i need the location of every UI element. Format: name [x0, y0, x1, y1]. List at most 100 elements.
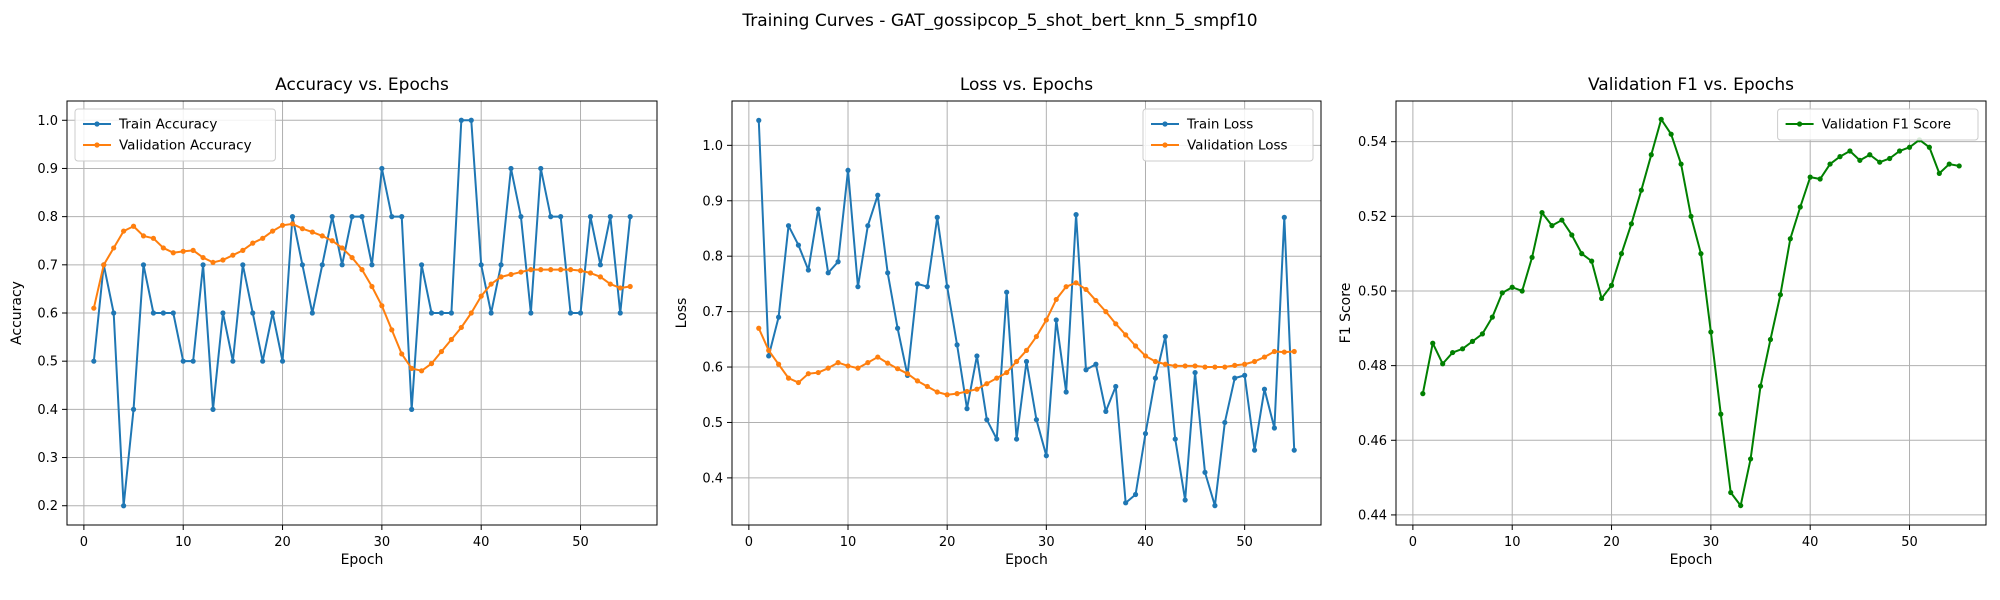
data-point: [260, 235, 266, 241]
data-point: [418, 262, 425, 268]
chart-title: Validation F1 vs. Epochs: [1588, 75, 1794, 95]
data-point: [250, 240, 256, 246]
data-point: [1242, 361, 1248, 367]
data-point: [230, 252, 236, 258]
data-point: [577, 310, 584, 316]
data-point: [210, 406, 216, 412]
y-tick-label: 0.9: [702, 194, 723, 209]
x-tick-label: 20: [274, 535, 291, 550]
data-point: [934, 389, 940, 395]
data-point: [339, 245, 345, 251]
data-point: [1023, 358, 1030, 365]
data-point: [498, 262, 504, 268]
x-tick-label: 0: [745, 535, 753, 550]
data-point: [1132, 343, 1139, 349]
y-axis-label: Loss: [674, 298, 690, 329]
data-point: [766, 353, 772, 359]
data-point: [885, 270, 891, 276]
data-point: [1440, 361, 1446, 367]
data-point: [1182, 497, 1188, 503]
data-point: [894, 325, 901, 331]
data-point: [1549, 223, 1555, 229]
y-tick-label: 0.7: [702, 305, 723, 320]
series-line-0: [757, 120, 1296, 507]
x-tick-label: 50: [1236, 535, 1253, 550]
data-point: [1450, 349, 1456, 356]
legend-swatch-marker: [1162, 142, 1168, 148]
data-point: [875, 192, 881, 198]
data-point: [1212, 364, 1218, 370]
data-point: [994, 375, 1000, 381]
legend-label: Validation Accuracy: [119, 138, 252, 154]
data-point: [944, 392, 950, 398]
data-point: [160, 245, 166, 251]
data-point: [756, 117, 762, 123]
data-point: [329, 238, 335, 244]
data-point: [1599, 295, 1605, 302]
data-point: [220, 257, 226, 263]
data-point: [1738, 502, 1744, 509]
data-point: [795, 379, 802, 386]
x-tick-label: 20: [939, 535, 956, 550]
data-point: [1648, 152, 1654, 158]
chart-panel-1: 0 10 20 30 40 50 0.4 0.5 0.6 0.7 0.8 0.9 1.0 Loss vs.…: [674, 75, 1322, 568]
data-point: [1956, 163, 1962, 169]
y-tick-label: 0.8: [37, 210, 58, 225]
data-point: [250, 310, 256, 316]
data-point: [1807, 174, 1813, 180]
data-point: [508, 271, 514, 278]
data-point: [359, 267, 365, 273]
data-point: [548, 214, 554, 220]
y-tick-label: 0.46: [1358, 434, 1387, 449]
data-point: [954, 342, 960, 348]
y-tick-label: 0.4: [702, 471, 723, 486]
data-point: [587, 270, 594, 276]
data-point: [1123, 332, 1129, 338]
data-point: [1847, 148, 1853, 154]
data-point: [617, 310, 623, 316]
data-point: [329, 214, 335, 220]
data-point: [1887, 155, 1893, 162]
data-point: [1013, 358, 1020, 365]
data-point: [994, 436, 1000, 442]
data-point: [528, 267, 534, 273]
data-point: [1063, 284, 1069, 290]
x-tick-label: 50: [1901, 535, 1918, 550]
data-point: [587, 214, 594, 220]
y-tick-label: 0.7: [37, 258, 58, 273]
data-point: [111, 310, 117, 316]
data-point: [1499, 290, 1505, 296]
data-point: [944, 284, 950, 290]
data-point: [528, 310, 534, 316]
data-point: [855, 365, 861, 371]
data-point: [1053, 317, 1059, 323]
data-point: [220, 310, 226, 316]
y-tick-label: 1.0: [702, 139, 723, 154]
data-point: [170, 310, 176, 316]
data-point: [1569, 232, 1575, 238]
legend-label: Train Loss: [1186, 117, 1253, 133]
data-point: [399, 351, 405, 357]
data-point: [1103, 408, 1109, 414]
x-tick-label: 10: [1504, 535, 1521, 550]
data-point: [845, 167, 851, 173]
data-point: [468, 117, 474, 123]
legend-swatch-marker: [94, 121, 100, 127]
data-point: [1459, 346, 1466, 352]
data-point: [270, 310, 276, 316]
data-point: [1222, 419, 1228, 426]
data-point: [1113, 383, 1119, 390]
data-point: [1251, 358, 1258, 365]
data-point: [458, 117, 464, 123]
data-point: [1271, 425, 1277, 431]
data-point: [855, 284, 861, 290]
data-point: [914, 281, 921, 287]
data-point: [260, 358, 266, 364]
data-point: [1827, 161, 1833, 167]
data-point: [359, 214, 365, 220]
data-point: [448, 310, 454, 316]
data-point: [240, 247, 246, 253]
data-point: [924, 284, 930, 290]
y-axis-label: F1 Score: [1338, 283, 1354, 344]
x-tick-label: 0: [80, 535, 88, 550]
